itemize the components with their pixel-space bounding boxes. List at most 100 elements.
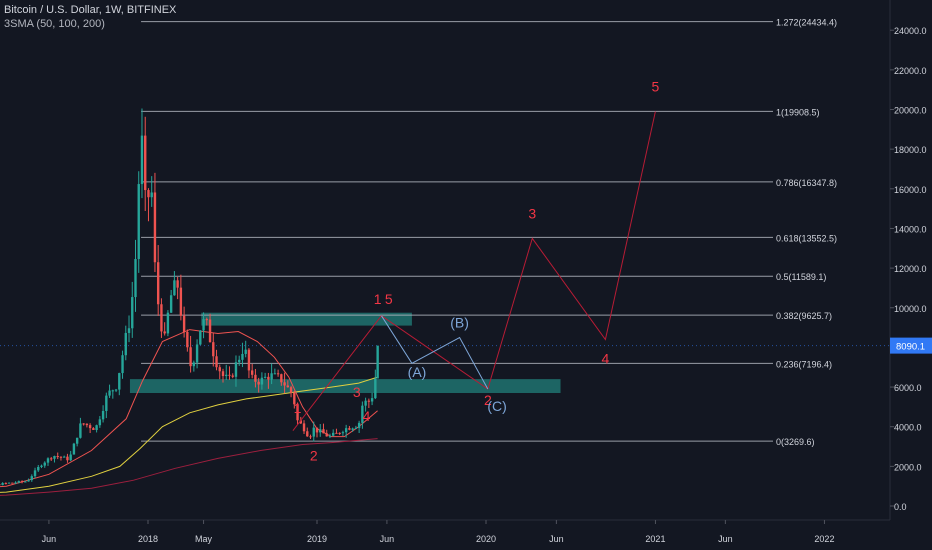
- candle-body[interactable]: [247, 349, 251, 371]
- candle-body[interactable]: [225, 374, 228, 377]
- candle-body[interactable]: [212, 342, 215, 357]
- candle-body[interactable]: [215, 356, 218, 368]
- candle-body[interactable]: [341, 432, 345, 434]
- candle-body[interactable]: [134, 259, 137, 298]
- candle-body[interactable]: [221, 371, 225, 377]
- candle-body[interactable]: [98, 419, 102, 426]
- candle-body[interactable]: [20, 481, 24, 483]
- candle-body[interactable]: [14, 482, 17, 484]
- candle-body[interactable]: [62, 456, 66, 458]
- candle-body[interactable]: [144, 135, 147, 191]
- candle-body[interactable]: [66, 456, 69, 461]
- candle-body[interactable]: [312, 427, 315, 437]
- candle-body[interactable]: [30, 476, 33, 481]
- candle-body[interactable]: [79, 423, 82, 438]
- candle-body[interactable]: [82, 423, 85, 425]
- candle-body[interactable]: [199, 330, 202, 345]
- candle-body[interactable]: [332, 432, 335, 436]
- candle-body[interactable]: [263, 376, 267, 378]
- candle-body[interactable]: [88, 425, 92, 429]
- candle-body[interactable]: [53, 456, 56, 459]
- candle-body[interactable]: [17, 481, 21, 483]
- candle-body[interactable]: [95, 425, 98, 430]
- candle-body[interactable]: [163, 331, 166, 334]
- candle-body[interactable]: [182, 315, 186, 332]
- candle-body[interactable]: [0, 484, 1, 486]
- candle-body[interactable]: [27, 480, 30, 482]
- candle-body[interactable]: [40, 465, 43, 467]
- candle-body[interactable]: [293, 392, 296, 405]
- candle-body[interactable]: [33, 470, 37, 477]
- candle-body[interactable]: [127, 328, 131, 333]
- candle-body[interactable]: [238, 359, 241, 363]
- candle-body[interactable]: [273, 373, 277, 375]
- support-zone-0[interactable]: [201, 312, 412, 326]
- candle-body[interactable]: [241, 353, 244, 360]
- candle-body[interactable]: [160, 304, 163, 332]
- candle-body[interactable]: [131, 297, 134, 329]
- candle-body[interactable]: [257, 381, 260, 385]
- candle-body[interactable]: [374, 378, 377, 399]
- candle-body[interactable]: [173, 280, 176, 296]
- candle-body[interactable]: [335, 432, 338, 434]
- candle-body[interactable]: [260, 377, 264, 385]
- candle-body[interactable]: [270, 373, 273, 380]
- elliott-wave-projection[interactable]: [292, 111, 656, 432]
- candle-body[interactable]: [319, 429, 322, 433]
- candle-body[interactable]: [59, 456, 63, 458]
- candle-body[interactable]: [299, 420, 302, 424]
- candle-body[interactable]: [50, 458, 53, 460]
- support-zone-1[interactable]: [129, 379, 561, 393]
- candle-body[interactable]: [118, 373, 121, 390]
- last-price-tag[interactable]: [890, 337, 932, 354]
- candle-body[interactable]: [56, 456, 59, 458]
- candle-body[interactable]: [289, 387, 293, 393]
- candle-body[interactable]: [344, 428, 348, 433]
- candle-body[interactable]: [309, 436, 312, 438]
- candle-body[interactable]: [364, 400, 367, 406]
- candle-body[interactable]: [92, 428, 95, 430]
- candle-body[interactable]: [7, 482, 11, 484]
- candle-body[interactable]: [376, 345, 379, 379]
- candle-body[interactable]: [208, 319, 212, 343]
- candle-body[interactable]: [328, 435, 332, 437]
- candle-body[interactable]: [156, 262, 160, 305]
- candle-body[interactable]: [137, 184, 140, 260]
- candle-body[interactable]: [108, 390, 111, 396]
- candle-body[interactable]: [153, 192, 157, 263]
- candle-body[interactable]: [124, 332, 127, 356]
- candle-body[interactable]: [114, 389, 118, 391]
- candle-body[interactable]: [140, 135, 144, 185]
- candle-body[interactable]: [72, 443, 76, 455]
- candle-body[interactable]: [1, 483, 4, 485]
- candle-body[interactable]: [179, 287, 183, 316]
- candle-body[interactable]: [283, 382, 286, 386]
- candle-body[interactable]: [348, 428, 351, 430]
- candle-body[interactable]: [11, 482, 14, 484]
- candle-body[interactable]: [367, 400, 371, 402]
- candle-body[interactable]: [150, 192, 153, 198]
- candle-body[interactable]: [276, 373, 280, 375]
- candle-body[interactable]: [370, 398, 374, 402]
- candle-body[interactable]: [234, 362, 238, 377]
- candle-body[interactable]: [85, 423, 89, 426]
- candle-body[interactable]: [302, 423, 306, 432]
- candle-body[interactable]: [202, 319, 205, 331]
- candle-body[interactable]: [357, 422, 361, 428]
- candle-body[interactable]: [286, 385, 290, 388]
- candle-body[interactable]: [361, 405, 364, 423]
- candle-body[interactable]: [166, 312, 170, 334]
- candle-body[interactable]: [315, 427, 319, 433]
- candle-body[interactable]: [121, 355, 124, 374]
- candle-body[interactable]: [186, 331, 189, 348]
- candle-body[interactable]: [306, 431, 309, 437]
- candle-body[interactable]: [111, 390, 115, 392]
- candle-body[interactable]: [43, 462, 46, 466]
- candle-body[interactable]: [296, 404, 299, 421]
- candle-body[interactable]: [231, 375, 234, 377]
- candle-body[interactable]: [195, 344, 199, 363]
- candle-body[interactable]: [189, 347, 192, 367]
- candle-body[interactable]: [228, 374, 231, 376]
